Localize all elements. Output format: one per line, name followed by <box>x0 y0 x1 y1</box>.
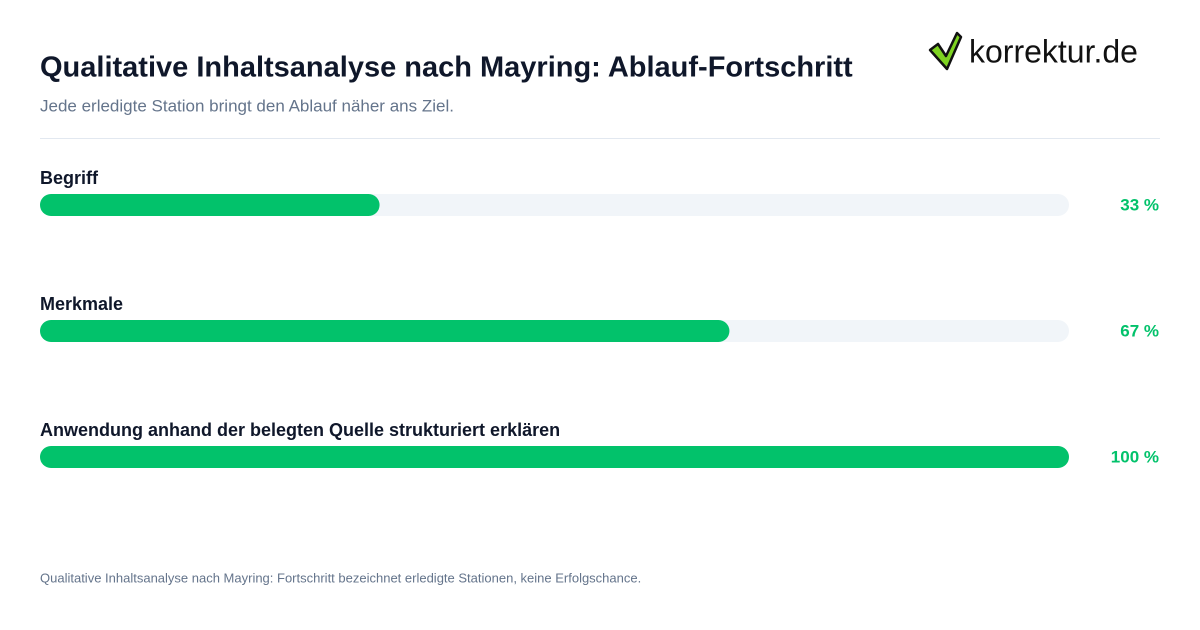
chart-subtitle: Jede erledigte Station bringt den Ablauf… <box>40 96 454 115</box>
chart-title: Qualitative Inhaltsanalyse nach Mayring:… <box>40 52 853 84</box>
value-label: 67 % <box>1120 321 1159 340</box>
bar <box>40 446 1069 468</box>
value-label: 100 % <box>1111 447 1159 466</box>
footnote: Qualitative Inhaltsanalyse nach Mayring:… <box>40 570 641 585</box>
bar-label: Anwendung anhand der belegten Quelle str… <box>40 420 560 440</box>
bar <box>40 320 730 342</box>
brand-name: korrektur.de <box>969 33 1138 69</box>
brand-logo: korrektur.de <box>928 31 1138 71</box>
check-icon <box>928 31 963 71</box>
bar <box>40 194 380 216</box>
value-label: 33 % <box>1120 195 1159 214</box>
bar-label: Begriff <box>40 168 99 188</box>
bar-label: Merkmale <box>40 294 123 314</box>
